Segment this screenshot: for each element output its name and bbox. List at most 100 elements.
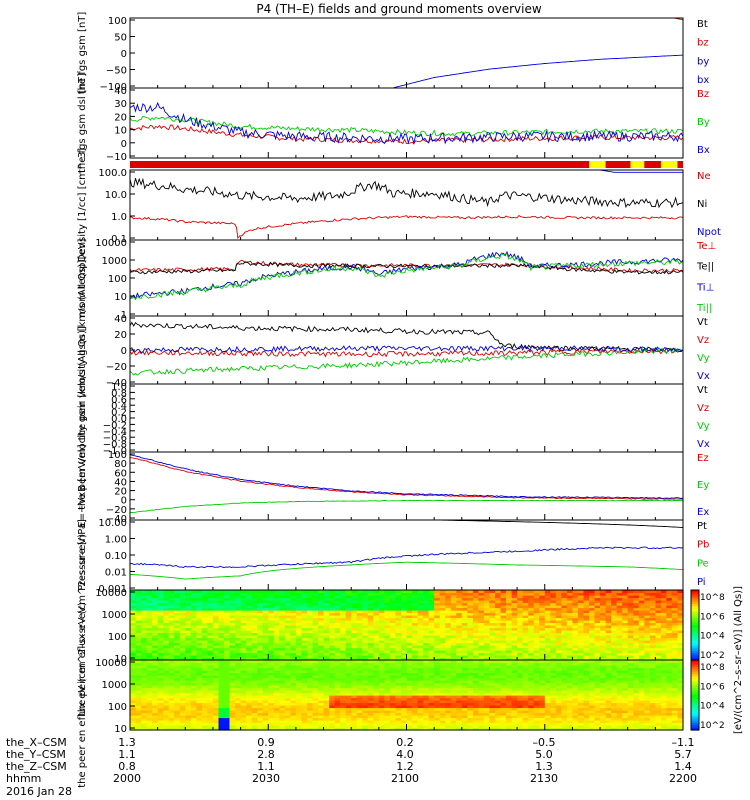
spectrogram-cell: [362, 655, 369, 659]
spectrogram-cell: [489, 602, 496, 606]
spectrogram-cell: [506, 627, 513, 631]
spectrogram-cell: [417, 715, 424, 719]
spectrogram-cell: [279, 672, 286, 676]
spectrogram-cell: [312, 662, 319, 666]
spectrogram-cell: [406, 610, 413, 614]
spectrogram-cell: [428, 695, 435, 699]
spectrogram-cell: [141, 687, 148, 691]
spectrogram-cell: [207, 600, 214, 604]
spectrogram-cell: [345, 647, 352, 651]
spectrogram-cell: [218, 677, 225, 681]
spectrogram-cell: [539, 620, 546, 624]
spectrogram-cell: [284, 645, 291, 649]
spectrogram-cell: [329, 672, 336, 676]
spectrogram-cell: [384, 682, 391, 686]
spectrogram-cell: [417, 660, 424, 664]
spectrogram-cell: [461, 592, 468, 596]
spectrogram-cell: [367, 687, 374, 691]
spectrogram-cell: [212, 652, 219, 656]
spectrogram-cell: [478, 637, 485, 641]
spectrogram-cell: [483, 590, 490, 594]
spectrogram-cell: [356, 722, 363, 726]
spectrogram-cell: [517, 617, 524, 621]
spectrogram-cell: [273, 695, 280, 699]
spectrogram-cell: [307, 605, 314, 609]
spectrogram-cell: [135, 685, 142, 689]
spectrogram-cell: [323, 625, 330, 629]
spectrogram-cell: [566, 652, 573, 656]
spectrogram-cell: [434, 637, 441, 641]
spectrogram-cell: [312, 685, 319, 689]
spectrogram-cell: [146, 685, 153, 689]
spectrogram-cell: [152, 632, 159, 636]
spectrogram-cell: [611, 647, 618, 651]
spectrogram-cell: [340, 630, 347, 634]
spectrogram-cell: [196, 632, 203, 636]
spectrogram-cell: [362, 650, 369, 654]
spectrogram-cell: [533, 650, 540, 654]
spectrogram-cell: [141, 717, 148, 721]
spectrogram-cell: [174, 590, 181, 594]
spectrogram-cell: [633, 640, 640, 644]
legend-entry: Te||: [696, 262, 714, 273]
spectrogram-cell: [152, 600, 159, 604]
y-tick-label: 0.2: [111, 408, 127, 419]
spectrogram-cell: [555, 607, 562, 611]
spectrogram-cell: [472, 615, 479, 619]
spectrogram-cell: [284, 637, 291, 641]
spectrogram-cell: [600, 622, 607, 626]
spectrogram-cell: [262, 655, 269, 659]
spectrogram-cell: [528, 652, 535, 656]
spectrogram-cell: [550, 597, 557, 601]
spectrogram-cell: [467, 665, 474, 669]
spectrogram-cell: [577, 647, 584, 651]
spectrogram-cell: [445, 672, 452, 676]
spectrogram-cell: [671, 615, 678, 619]
spectrogram-cell: [295, 622, 302, 626]
spectrogram-cell: [201, 712, 208, 716]
spectrogram-cell: [146, 712, 153, 716]
spectrogram-cell: [212, 672, 219, 676]
spectrogram-cell: [212, 712, 219, 716]
spectrogram-cell: [224, 725, 231, 729]
spectrogram-cell: [307, 690, 314, 694]
spectrogram-cell: [185, 637, 192, 641]
spectrogram-cell: [207, 715, 214, 719]
spectrogram-cell: [616, 617, 623, 621]
spectrogram-cell: [555, 627, 562, 631]
spectrogram-cell: [235, 647, 242, 651]
spectrogram-cell: [141, 665, 148, 669]
spectrogram-cell: [295, 722, 302, 726]
spectrogram-cell: [273, 702, 280, 706]
spectrogram-cell: [406, 635, 413, 639]
spectrogram-cell: [367, 647, 374, 651]
spectrogram-cell: [461, 692, 468, 696]
spectrogram-cell: [511, 627, 518, 631]
spectrogram-cell: [168, 652, 175, 656]
spectrogram-cell: [660, 650, 667, 654]
spectrogram-cell: [660, 640, 667, 644]
spectrogram-cell: [483, 657, 490, 661]
spectrogram-cell: [544, 627, 551, 631]
spectrogram-cell: [174, 600, 181, 604]
spectrogram-cell: [168, 722, 175, 726]
spectrogram-cell: [649, 657, 656, 661]
spectrogram-cell: [351, 612, 358, 616]
spectrogram-cell: [312, 682, 319, 686]
spectrogram-cell: [583, 602, 590, 606]
spectrogram-cell: [445, 660, 452, 664]
spectrogram-cell: [616, 635, 623, 639]
spectrogram-cell: [157, 650, 164, 654]
spectrogram-cell: [240, 675, 247, 679]
spectrogram-cell: [356, 665, 363, 669]
spectrogram-cell: [517, 625, 524, 629]
spectrogram-cell: [340, 682, 347, 686]
spectrogram-cell: [434, 680, 441, 684]
spectrogram-cell: [185, 700, 192, 704]
spectrogram-cell: [212, 635, 219, 639]
spectrogram-cell: [401, 640, 408, 644]
spectrogram-cell: [655, 622, 662, 626]
series-line: [130, 456, 683, 500]
spectrogram-cell: [152, 610, 159, 614]
spectrogram-cell: [445, 712, 452, 716]
